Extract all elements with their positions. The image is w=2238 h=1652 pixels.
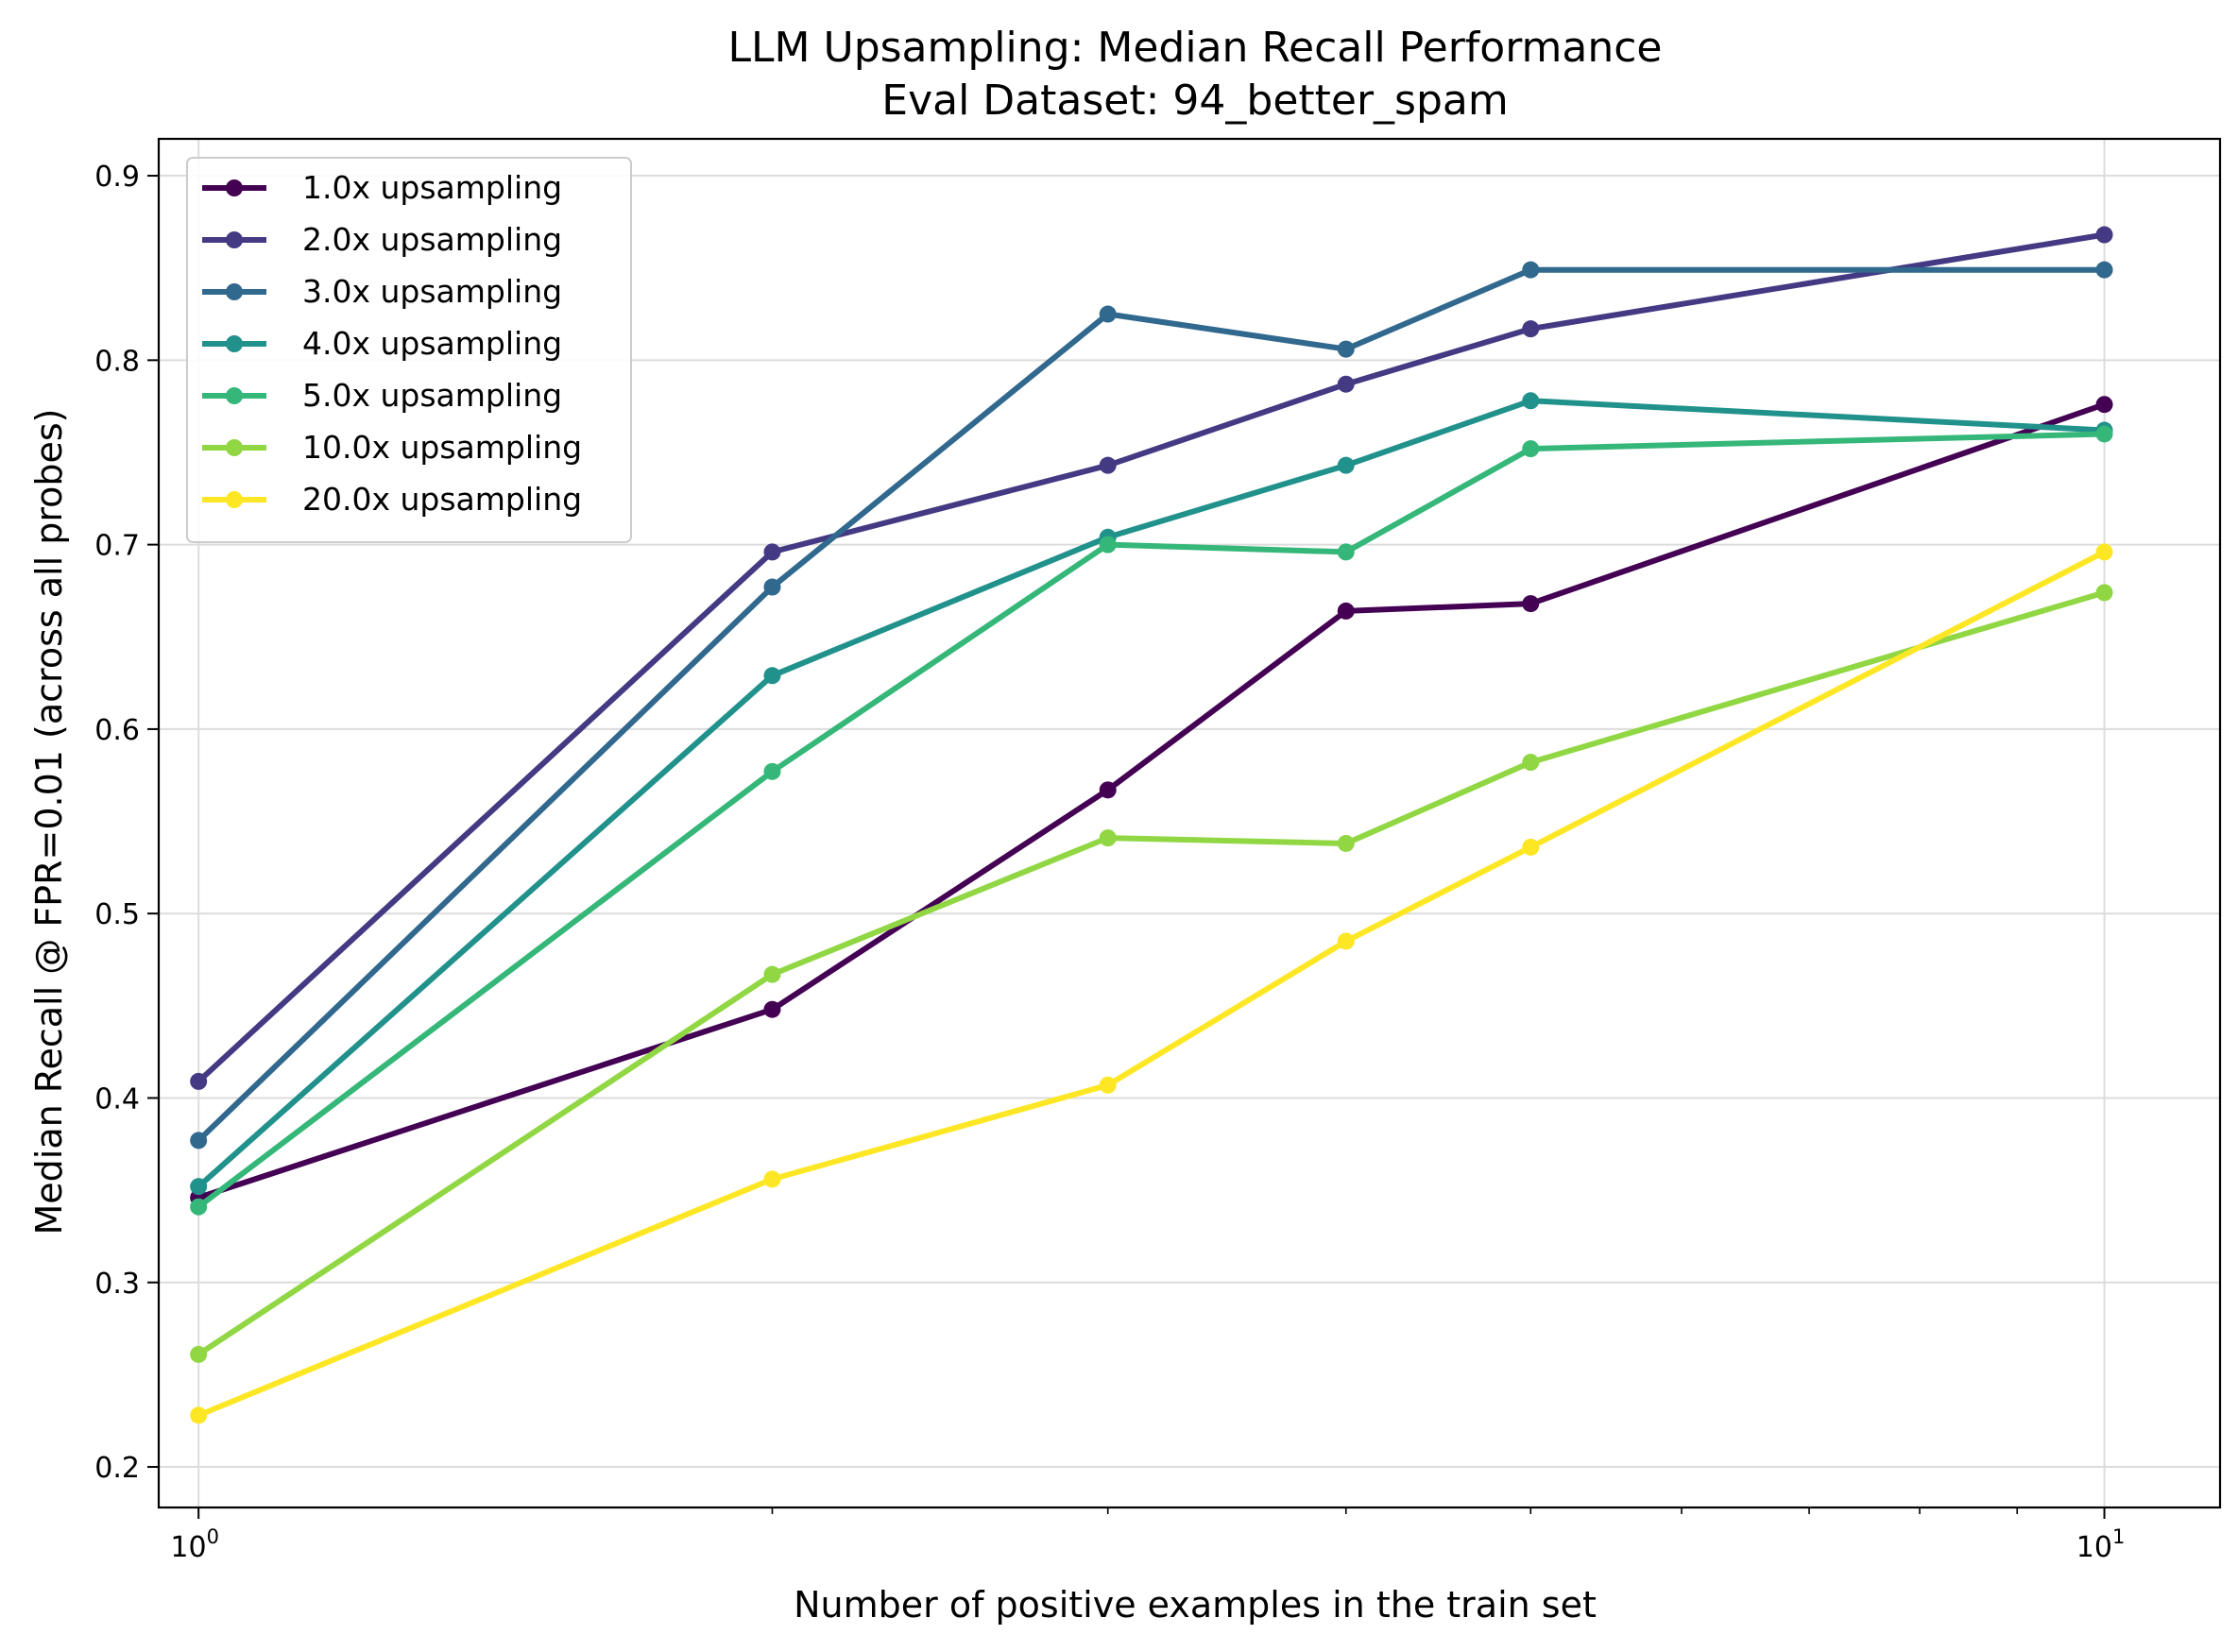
data-point	[1522, 595, 1540, 613]
data-point	[2095, 261, 2113, 279]
data-point	[1522, 440, 1540, 458]
series-line	[196, 231, 2108, 1084]
data-point	[1522, 392, 1540, 410]
data-point	[190, 1072, 208, 1090]
y-tick-label: 0.8	[94, 345, 140, 378]
data-point	[2095, 425, 2113, 443]
series-4	[190, 425, 2113, 1216]
data-point	[1337, 375, 1355, 393]
data-point	[763, 667, 781, 685]
data-point	[190, 1406, 208, 1424]
series-layer	[190, 226, 2113, 1424]
data-point	[1099, 456, 1117, 474]
data-point	[763, 578, 781, 596]
legend-label: 10.0x upsampling	[302, 429, 582, 466]
data-point	[1337, 932, 1355, 950]
series-line	[196, 398, 2108, 1190]
legend-label: 20.0x upsampling	[302, 481, 582, 518]
data-point	[1337, 834, 1355, 852]
data-point	[1337, 602, 1355, 620]
chart-subtitle: Eval Dataset: 94_better_spam	[881, 77, 1508, 125]
series-line	[196, 266, 2108, 1144]
data-point	[763, 1170, 781, 1188]
data-point	[1337, 456, 1355, 474]
series-2	[190, 261, 2113, 1150]
legend-swatch-marker	[226, 439, 243, 456]
data-point	[1337, 340, 1355, 358]
data-point	[190, 1345, 208, 1363]
series-line	[196, 431, 2108, 1210]
data-point	[1522, 261, 1540, 279]
series-1	[190, 226, 2113, 1090]
data-point	[190, 1198, 208, 1216]
x-tick-label: 100	[170, 1525, 219, 1564]
legend-swatch-marker	[226, 387, 243, 404]
legend-swatch-marker	[226, 491, 243, 508]
plot-area	[157, 137, 2222, 1509]
data-point	[2095, 226, 2113, 244]
data-point	[1522, 320, 1540, 338]
data-point	[763, 762, 781, 780]
chart-title: LLM Upsampling: Median Recall Performanc…	[728, 24, 1663, 72]
data-point	[1099, 1076, 1117, 1094]
legend-label: 5.0x upsampling	[302, 377, 562, 414]
y-axis-label: Median Recall @ FPR=0.01 (across all pro…	[28, 408, 70, 1235]
legend: 1.0x upsampling 2.0x upsampling 3.0x upsam…	[186, 157, 632, 543]
data-point	[190, 1178, 208, 1196]
data-point	[1099, 536, 1117, 554]
data-point	[1099, 305, 1117, 323]
legend-label: 4.0x upsampling	[302, 325, 562, 362]
series-line	[196, 589, 2108, 1357]
x-tick-exponent: 1	[2112, 1525, 2125, 1548]
data-point	[1099, 781, 1117, 799]
legend-box	[186, 157, 632, 543]
data-point	[2095, 396, 2113, 414]
data-point	[763, 965, 781, 983]
legend-swatch-marker	[226, 283, 243, 300]
y-axis: 0.2 0.3 0.4 0.5 0.6 0.7 0.8 0.9	[94, 161, 159, 1485]
x-axis: 100 101	[170, 1507, 2125, 1564]
x-tick-label: 101	[2076, 1525, 2126, 1564]
legend-label: 3.0x upsampling	[302, 273, 562, 310]
data-point	[2095, 584, 2113, 602]
y-tick-label: 0.5	[94, 898, 140, 931]
legend-swatch-marker	[226, 335, 243, 352]
legend-label: 1.0x upsampling	[302, 169, 562, 206]
series-6	[190, 543, 2113, 1424]
data-point	[190, 1132, 208, 1150]
data-point	[1522, 754, 1540, 772]
y-tick-label: 0.4	[94, 1082, 140, 1116]
y-tick-label: 0.6	[94, 714, 140, 747]
y-tick-label: 0.9	[94, 161, 140, 194]
series-5	[190, 584, 2113, 1363]
data-point	[1522, 838, 1540, 856]
series-line	[196, 549, 2108, 1419]
y-tick-label: 0.7	[94, 530, 140, 563]
legend-swatch-marker	[226, 231, 243, 248]
x-tick-exponent: 0	[207, 1525, 219, 1548]
y-tick-label: 0.3	[94, 1268, 140, 1301]
legend-label: 2.0x upsampling	[302, 221, 562, 258]
data-point	[2095, 543, 2113, 561]
y-tick-label: 0.2	[94, 1452, 140, 1485]
data-point	[1099, 829, 1117, 847]
data-point	[763, 1000, 781, 1018]
data-point	[763, 543, 781, 561]
x-axis-label: Number of positive examples in the train…	[794, 1584, 1597, 1626]
legend-swatch-marker	[226, 179, 243, 196]
data-point	[1337, 543, 1355, 561]
